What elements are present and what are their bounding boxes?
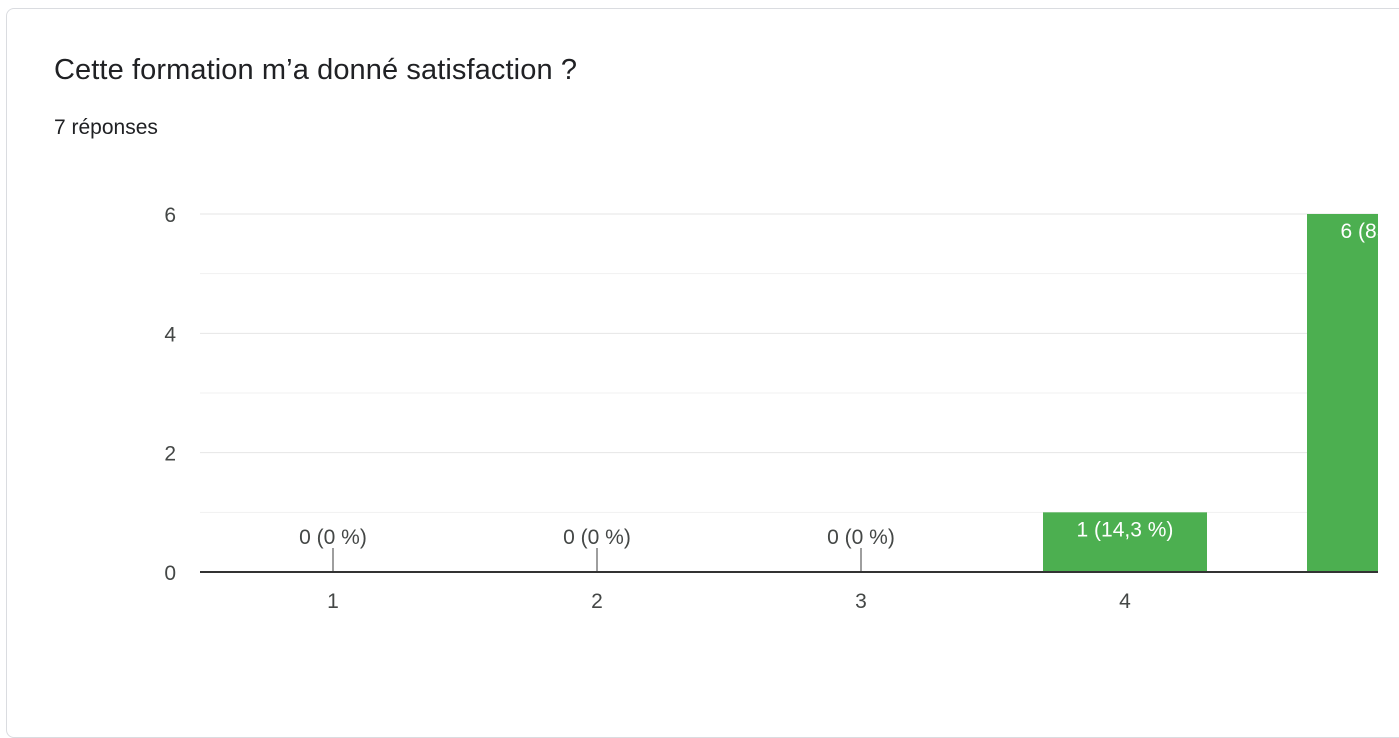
data-label-2: 0 (0 %) [563,526,631,549]
bar-4 [1043,512,1207,572]
data-label-1: 0 (0 %) [299,526,367,549]
chart-bars [332,214,1378,572]
y-tick-label: 0 [164,562,176,585]
chart-grid [200,213,1378,513]
data-label-3: 0 (0 %) [827,526,895,549]
chart-labels: 0 (0 %) 0 (0 %) 0 (0 %) 1 (14,3 %) 6 (85,7 %… [299,220,1399,549]
data-label-5: 6 (85,7 %) [1341,220,1399,243]
question-card [6,8,1399,738]
x-tick-label-3: 3 [855,590,867,613]
y-tick-label: 6 [164,204,176,227]
y-tick-label: 4 [164,323,176,346]
x-tick-label-1: 1 [327,590,339,613]
y-tick-label: 2 [164,443,176,466]
data-label-4: 1 (14,3 %) [1077,518,1174,541]
chart-axes: 0 2 4 6 1 2 3 4 [164,204,1378,613]
x-tick-label-4: 4 [1119,590,1131,613]
response-count: 7 réponses [54,116,158,139]
x-tick-label-2: 2 [591,590,603,613]
bar-chart: 0 2 4 6 1 2 3 4 0 (0 %) 0 (0 %) 0 (0 %) 1 (14,3 %)… [164,204,1399,613]
question-title: Cette formation m’a donné satisfaction ? [54,54,578,86]
bar-5 [1307,214,1378,572]
